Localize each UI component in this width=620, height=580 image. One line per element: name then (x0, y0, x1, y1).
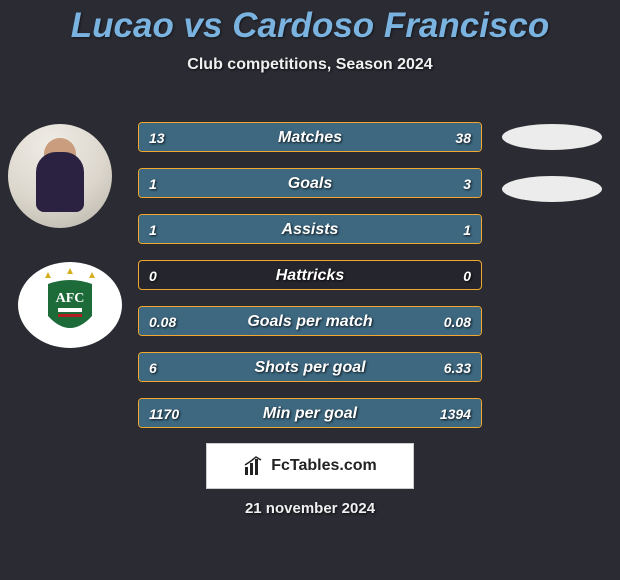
stat-row: 13Goals (138, 168, 482, 198)
stat-label: Shots per goal (139, 353, 481, 382)
stat-label: Min per goal (139, 399, 481, 428)
stat-row: 00Hattricks (138, 260, 482, 290)
player2-ellipse-2 (502, 176, 602, 202)
stat-row: 11701394Min per goal (138, 398, 482, 428)
stat-row: 11Assists (138, 214, 482, 244)
stat-row: 0.080.08Goals per match (138, 306, 482, 336)
brand-text: FcTables.com (271, 457, 377, 475)
stat-label: Goals (139, 169, 481, 198)
stat-row: 66.33Shots per goal (138, 352, 482, 382)
page-title: Lucao vs Cardoso Francisco (0, 0, 620, 46)
stats-container: 1338Matches 13Goals 11Assists 00Hattricks 0.… (138, 122, 482, 444)
stat-row: 1338Matches (138, 122, 482, 152)
player1-avatar (8, 124, 112, 228)
svg-text:AFC: AFC (56, 291, 85, 306)
page-subtitle: Club competitions, Season 2024 (0, 56, 620, 74)
chart-icon (243, 455, 265, 477)
stat-label: Assists (139, 215, 481, 244)
date-text: 21 november 2024 (0, 500, 620, 517)
stat-label: Goals per match (139, 307, 481, 336)
brand-logo-box: FcTables.com (206, 443, 414, 489)
player2-ellipse-1 (502, 124, 602, 150)
stat-label: Hattricks (139, 261, 481, 290)
stat-label: Matches (139, 123, 481, 152)
player2-club-crest: AFC (18, 258, 122, 348)
